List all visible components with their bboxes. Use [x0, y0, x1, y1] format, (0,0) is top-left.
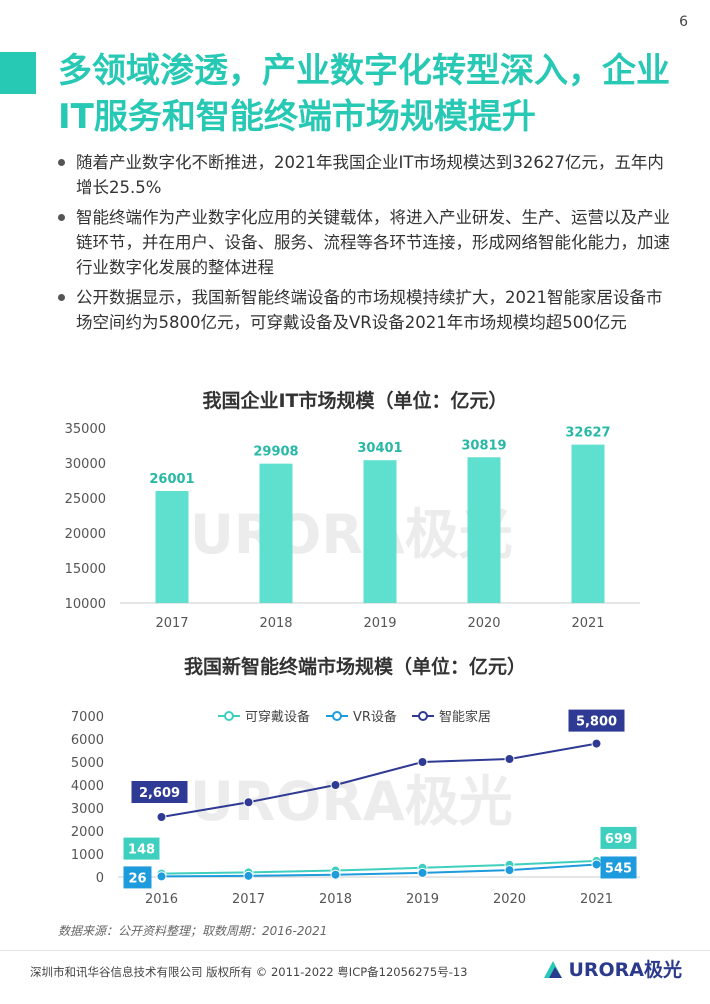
- y-tick-label: 15000: [65, 562, 106, 577]
- footer-copyright: 深圳市和讯华谷信息技术有限公司 版权所有 © 2011-2022 粤ICP备12…: [30, 965, 468, 979]
- watermark-text: URORA极光: [190, 503, 513, 566]
- bullet-item: 公开数据显示，我国新智能终端设备的市场规模持续扩大，2021智能家居设备市场空间…: [58, 285, 673, 335]
- page-number: 6: [679, 14, 688, 30]
- bar-2021: [571, 444, 605, 603]
- y-tick-label: 10000: [65, 597, 106, 612]
- data-point: [243, 797, 254, 808]
- footer-logo: URORA极光: [542, 955, 682, 982]
- data-label-box: [600, 856, 637, 879]
- data-label-text: 148: [128, 843, 155, 858]
- x-tick-label: 2016: [145, 892, 178, 907]
- legend-label: VR设备: [353, 709, 397, 725]
- y-tick-label: 30000: [65, 457, 106, 472]
- watermark-text: URORA极光: [190, 770, 513, 833]
- legend-marker: [418, 711, 428, 721]
- x-tick-label: 2017: [232, 892, 265, 907]
- x-tick-label: 2018: [319, 892, 352, 907]
- y-tick-label: 4000: [71, 779, 104, 794]
- aurora-logo-icon: [544, 960, 563, 978]
- x-tick-label: 2020: [493, 892, 526, 907]
- data-point: [591, 859, 602, 870]
- x-tick-label: 2019: [363, 616, 396, 631]
- series-line-可穿戴设备: [161, 859, 597, 875]
- data-point: [243, 870, 254, 881]
- data-point: [417, 757, 428, 767]
- bar-value-label: 32627: [565, 426, 610, 441]
- y-tick-label: 2000: [71, 825, 104, 840]
- data-source-note: 数据来源：公开资料整理；取数周期：2016-2021: [58, 924, 328, 938]
- y-tick-label: 35000: [65, 422, 106, 437]
- y-tick-label: 3000: [71, 802, 104, 817]
- data-point: [156, 811, 167, 822]
- bar-2020: [467, 457, 501, 603]
- data-label-box: [123, 837, 160, 860]
- data-point: [330, 869, 341, 880]
- data-label-box: [568, 709, 625, 732]
- y-tick-label: 7000: [71, 710, 104, 725]
- y-tick-label: 5000: [71, 756, 104, 771]
- x-tick-label: 2020: [467, 616, 500, 631]
- series-line-智能家居: [161, 742, 597, 818]
- y-tick-label: 6000: [71, 733, 104, 748]
- bar-2018: [259, 463, 293, 603]
- x-tick-label: 2021: [571, 616, 604, 631]
- y-tick-label: 25000: [65, 492, 106, 507]
- legend-label: 智能家居: [439, 709, 491, 725]
- bar-value-label: 26001: [149, 472, 194, 487]
- data-label-text: 2,609: [139, 786, 180, 801]
- bar-2019: [363, 460, 397, 603]
- data-label-text: 545: [605, 861, 632, 876]
- x-tick-label: 2017: [155, 616, 188, 631]
- series-line-VR设备: [161, 863, 597, 878]
- data-label-box: [123, 866, 152, 889]
- legend-marker: [224, 711, 234, 721]
- bar-value-label: 30401: [357, 441, 402, 456]
- data-label-box: [131, 780, 188, 803]
- footer-logo-text: URORA极光: [568, 959, 682, 981]
- bullet-item: 智能终端作为产业数字化应用的关键载体，将进入产业研发、生产、运营以及产业链环节，…: [58, 205, 673, 280]
- data-label-box: [600, 826, 637, 849]
- enterprise-it-bar-chart: URORA极光 10000 15000 20000 25000 30000 35000 260…: [65, 422, 640, 631]
- bullet-list: 随着产业数字化不断推进，2021年我国企业IT市场规模达到32627亿元，五年内…: [58, 150, 673, 340]
- smart-terminal-line-chart: URORA极光 0 1000 2000 3000 4000 5000 6000 7000 2016…: [71, 709, 640, 907]
- data-label-text: 699: [605, 832, 632, 847]
- x-tick-label: 2019: [406, 892, 439, 907]
- bar-value-label: 29908: [253, 445, 298, 460]
- data-point: [504, 754, 515, 765]
- legend-label: 可穿戴设备: [245, 709, 310, 725]
- data-label-text: 26: [128, 871, 146, 886]
- bullet-item: 随着产业数字化不断推进，2021年我国企业IT市场规模达到32627亿元，五年内…: [58, 150, 673, 200]
- data-point: [591, 738, 602, 749]
- line-chart-title: 我国新智能终端市场规模（单位：亿元）: [183, 656, 526, 678]
- y-tick-label: 0: [96, 871, 104, 886]
- title-accent-bar: [0, 52, 36, 94]
- data-label-text: 5,800: [576, 715, 617, 730]
- bar-value-label: 30819: [461, 438, 506, 453]
- page-title: 多领域渗透，产业数字化转型深入，企业IT服务和智能终端市场规模提升: [58, 51, 670, 137]
- data-point: [504, 865, 515, 876]
- footer-divider: [0, 950, 710, 951]
- y-tick-label: 20000: [65, 527, 106, 542]
- data-point: [330, 780, 341, 790]
- y-tick-label: 1000: [71, 848, 104, 863]
- data-point: [417, 867, 428, 878]
- bar-2017: [155, 490, 189, 603]
- data-point: [156, 871, 167, 882]
- x-tick-label: 2018: [259, 616, 292, 631]
- legend-marker: [332, 711, 342, 721]
- x-tick-label: 2021: [580, 892, 613, 907]
- bar-chart-title: 我国企业IT市场规模（单位：亿元）: [202, 390, 508, 412]
